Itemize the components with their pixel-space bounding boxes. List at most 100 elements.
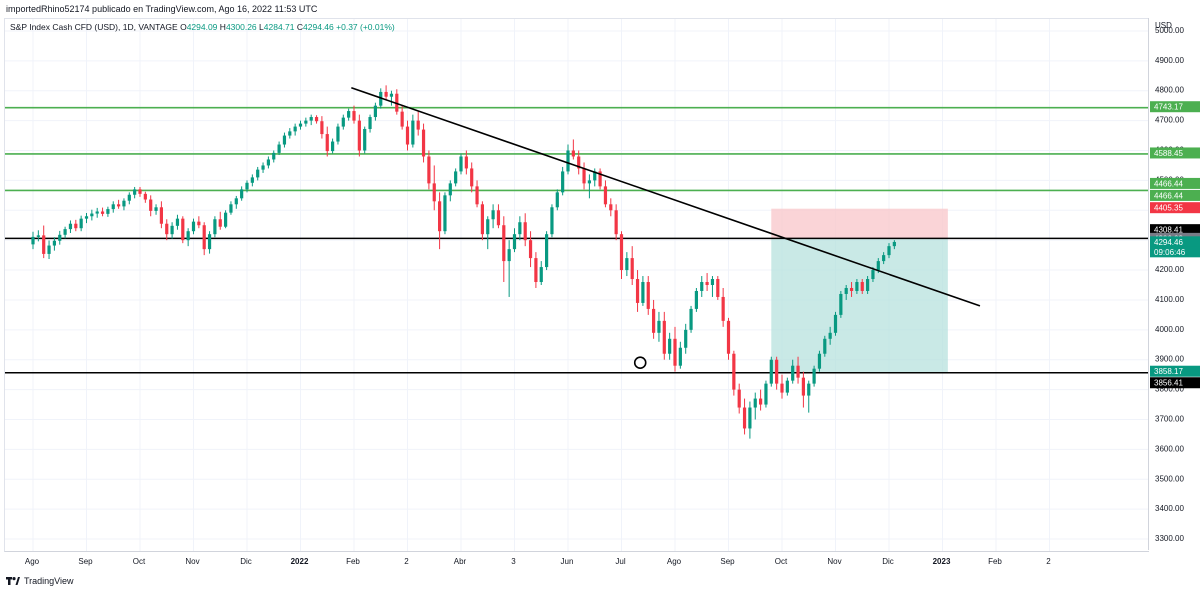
candle xyxy=(357,114,361,157)
candle-body xyxy=(368,117,372,129)
candle xyxy=(812,365,816,387)
candle xyxy=(780,374,784,399)
candle xyxy=(448,180,452,202)
candle xyxy=(577,150,581,175)
candle-body xyxy=(331,141,335,152)
candle-body xyxy=(523,222,527,241)
candle-body xyxy=(705,282,709,285)
candle-body xyxy=(737,389,741,408)
price-axis-scale[interactable]: USD5000.004900.004800.004700.004600.0045… xyxy=(1149,18,1200,550)
candle xyxy=(320,116,324,139)
price-label-bg xyxy=(1150,147,1200,159)
time-tick-label: Oct xyxy=(133,557,146,566)
price-tick-label: 3700.00 xyxy=(1155,414,1184,423)
candle xyxy=(641,276,645,306)
time-axis[interactable]: Ago Sep Oct Nov Dic 2022 Feb 2 Abr 3 Jun Jul Ago Sep O… xyxy=(4,550,1148,572)
candle-body xyxy=(839,293,843,315)
candle xyxy=(801,371,805,408)
candle-body xyxy=(876,261,880,271)
candle-body xyxy=(726,320,731,354)
candle xyxy=(844,285,848,300)
candle-body xyxy=(801,377,805,396)
candle-body xyxy=(218,219,222,227)
candle xyxy=(421,123,426,163)
candle xyxy=(154,204,158,215)
chart-pane[interactable] xyxy=(4,18,1149,552)
candle-body xyxy=(149,199,153,211)
candle-body xyxy=(496,210,501,226)
candle-body xyxy=(341,117,345,127)
candle-body xyxy=(250,177,254,183)
price-label-bg xyxy=(1150,236,1200,248)
candle-body xyxy=(689,308,693,330)
candle-body xyxy=(791,365,795,381)
candle-body xyxy=(459,156,463,172)
price-label-text: 09:06:46 xyxy=(1154,248,1186,257)
candle-body xyxy=(507,249,511,262)
candle xyxy=(411,114,415,148)
candle-body xyxy=(609,204,613,211)
candle-body xyxy=(812,368,816,384)
candle-body xyxy=(31,236,35,245)
candle-body xyxy=(721,296,725,321)
time-axis-scale[interactable]: Ago Sep Oct Nov Dic 2022 Feb 2 Abr 3 Jun Jul Ago Sep O… xyxy=(4,550,1148,572)
candle-body xyxy=(261,165,265,170)
candle xyxy=(833,311,838,336)
candle-body xyxy=(678,347,682,366)
candle-body xyxy=(528,240,533,259)
candle-body xyxy=(106,209,110,214)
candle-body xyxy=(74,223,78,229)
candle xyxy=(630,246,634,285)
candle-body xyxy=(892,241,896,247)
candle xyxy=(363,126,367,154)
candle-body xyxy=(630,258,634,280)
candle xyxy=(555,189,559,211)
chart-plot[interactable] xyxy=(5,19,1149,551)
time-tick-label: Oct xyxy=(775,557,788,566)
candle xyxy=(52,237,56,251)
price-label-badge: 3856.41 xyxy=(1150,377,1200,389)
candle xyxy=(700,276,704,297)
candle-body xyxy=(336,126,340,142)
ohlc-values: O4294.09 H4300.26 L4284.71 C4294.46 +0.3… xyxy=(180,22,395,32)
candle-body xyxy=(759,398,763,405)
candle xyxy=(545,231,549,271)
candle xyxy=(614,204,618,241)
candle xyxy=(566,144,570,175)
candle-body xyxy=(448,183,452,196)
candle-body xyxy=(347,111,351,118)
candle xyxy=(261,162,265,173)
candle xyxy=(625,252,629,277)
candle xyxy=(619,231,624,280)
candle xyxy=(138,186,142,197)
candle-body xyxy=(293,126,297,132)
candle-body xyxy=(117,204,121,207)
candle-body xyxy=(229,204,233,213)
candle-body xyxy=(154,207,158,211)
candle xyxy=(689,305,693,333)
candle-body xyxy=(470,168,474,187)
time-tick-label: Dic xyxy=(240,557,252,566)
candle-body xyxy=(170,225,174,235)
tradingview-logo-icon xyxy=(6,577,20,585)
candle-body xyxy=(384,91,388,97)
candle xyxy=(598,168,602,190)
candle xyxy=(860,279,864,294)
candle xyxy=(272,150,276,163)
price-tick-label: 3400.00 xyxy=(1155,504,1184,513)
price-axis[interactable]: USD5000.004900.004800.004700.004600.0045… xyxy=(1148,18,1200,550)
candle xyxy=(737,383,741,414)
time-tick-label: Nov xyxy=(827,557,841,566)
candle-body xyxy=(352,111,356,121)
candle xyxy=(721,287,725,327)
candle-body xyxy=(47,245,51,254)
candle xyxy=(609,198,613,217)
candle-body xyxy=(716,279,720,297)
candle-body xyxy=(555,192,559,208)
candle-body xyxy=(304,120,308,124)
time-tick-label: 3 xyxy=(511,557,516,566)
candle-body xyxy=(866,279,870,291)
candle-body xyxy=(416,120,420,130)
candle xyxy=(828,326,832,345)
candle xyxy=(759,389,763,411)
